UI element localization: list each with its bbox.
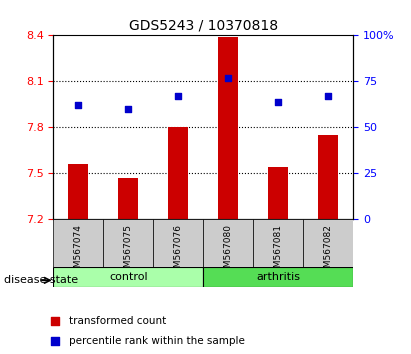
- Point: [175, 93, 182, 99]
- Text: GSM567076: GSM567076: [174, 224, 183, 279]
- Text: GSM567081: GSM567081: [274, 224, 283, 279]
- Bar: [53, 219, 104, 267]
- Point: [125, 106, 132, 112]
- Bar: [118, 178, 139, 219]
- Text: arthritis: arthritis: [256, 272, 300, 282]
- Text: GSM567082: GSM567082: [324, 224, 333, 279]
- Text: GSM567080: GSM567080: [224, 224, 233, 279]
- Text: disease state: disease state: [4, 275, 78, 285]
- Bar: [268, 167, 289, 219]
- Bar: [203, 267, 353, 287]
- Point: [52, 338, 58, 343]
- Text: control: control: [109, 272, 148, 282]
- Bar: [319, 135, 338, 219]
- Title: GDS5243 / 10370818: GDS5243 / 10370818: [129, 19, 278, 33]
- Bar: [68, 164, 88, 219]
- Bar: [153, 219, 203, 267]
- Bar: [53, 267, 203, 287]
- Point: [52, 319, 58, 324]
- Text: transformed count: transformed count: [69, 316, 166, 326]
- Point: [225, 75, 232, 81]
- Bar: [254, 219, 303, 267]
- Text: GSM567074: GSM567074: [74, 224, 83, 279]
- Bar: [303, 219, 353, 267]
- Bar: [169, 127, 188, 219]
- Text: GSM567075: GSM567075: [124, 224, 133, 279]
- Bar: [104, 219, 153, 267]
- Bar: [203, 219, 254, 267]
- Point: [325, 93, 332, 99]
- Point: [75, 103, 82, 108]
- Text: percentile rank within the sample: percentile rank within the sample: [69, 336, 245, 346]
- Point: [275, 99, 282, 104]
- Bar: [219, 37, 238, 219]
